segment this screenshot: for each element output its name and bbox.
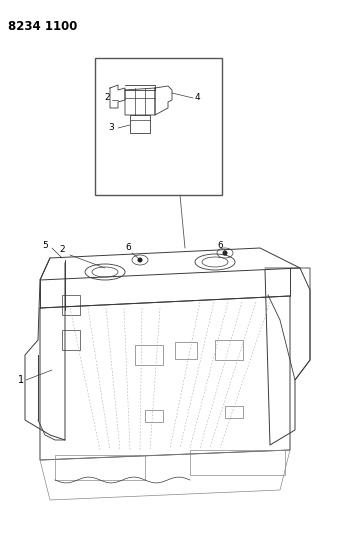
Bar — [95, 58, 222, 195]
Bar — [55, 455, 145, 480]
Bar — [130, 115, 150, 133]
Bar — [145, 410, 163, 422]
Bar — [225, 406, 243, 418]
Circle shape — [138, 258, 142, 262]
Text: 5: 5 — [42, 240, 48, 249]
Bar — [135, 345, 163, 365]
Text: 2: 2 — [104, 93, 109, 101]
Bar — [215, 340, 243, 360]
Bar — [62, 295, 80, 315]
Text: 3: 3 — [108, 124, 114, 133]
Circle shape — [223, 251, 227, 255]
Bar — [62, 330, 80, 350]
Text: 4: 4 — [195, 93, 201, 102]
Bar — [190, 450, 285, 475]
Text: 6: 6 — [217, 240, 223, 249]
Text: 1: 1 — [18, 375, 24, 385]
Bar — [175, 342, 197, 359]
Text: 2: 2 — [59, 246, 65, 254]
Text: 8234 1100: 8234 1100 — [8, 20, 78, 33]
Text: 6: 6 — [125, 244, 131, 253]
